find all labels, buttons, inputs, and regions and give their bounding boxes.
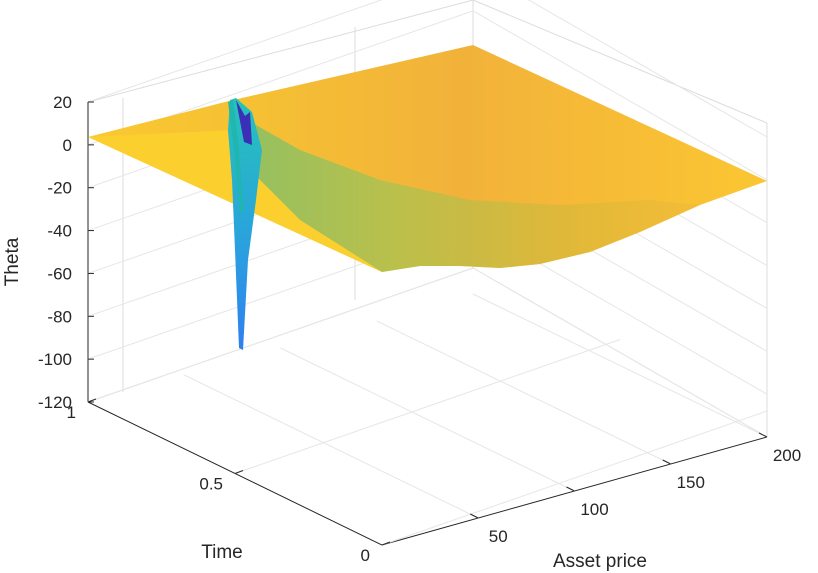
tick-price (470, 513, 479, 519)
tick-label-z: 0 (63, 136, 72, 155)
tick-label-price: 200 (773, 446, 801, 465)
surface-spike-ridge (228, 100, 244, 215)
surface-valley (233, 112, 700, 272)
grid-line-z-right (472, 267, 768, 438)
tick-label-price: 150 (677, 473, 705, 492)
tick-label-time: 0 (361, 546, 370, 565)
grid-line-z-right (472, 10, 768, 181)
tick-price (566, 486, 575, 492)
tick-label-time: 0.5 (199, 475, 223, 494)
tick-label-z: -80 (47, 307, 72, 326)
y-axis-title: Time (201, 542, 243, 563)
tick-label-z: -100 (38, 350, 72, 369)
grid-line-z (87, 0, 383, 103)
axis-ticks (87, 101, 768, 546)
grid-line-price (184, 374, 479, 519)
tick-time (234, 470, 244, 474)
tick-label-price: 100 (580, 500, 608, 519)
grid-line-price (280, 347, 575, 492)
grid-line-price (376, 320, 671, 465)
tick-label-price: 50 (489, 527, 508, 546)
tick-label-z: -40 (47, 222, 72, 241)
tick-label-z: 20 (53, 93, 72, 112)
grid-line-price (472, 293, 768, 438)
tick-price (662, 459, 671, 465)
surface-spike-dark (236, 100, 252, 145)
tick-label-time: 1 (67, 403, 76, 422)
theta-surface (88, 45, 767, 350)
grid-line-time (381, 410, 768, 546)
tick-price (758, 432, 768, 438)
tick-label-z: -60 (47, 264, 72, 283)
grid-line-time (87, 267, 474, 403)
grid-line-z-right (527, 0, 768, 138)
grid-line-time (234, 339, 621, 474)
tick-time (87, 398, 97, 403)
tick-label-z: -120 (38, 393, 72, 412)
tick-label-z: -20 (47, 179, 72, 198)
x-axis-title: Asset price (553, 551, 647, 572)
z-axis-title: Theta (2, 237, 23, 286)
tick-time (381, 541, 391, 546)
